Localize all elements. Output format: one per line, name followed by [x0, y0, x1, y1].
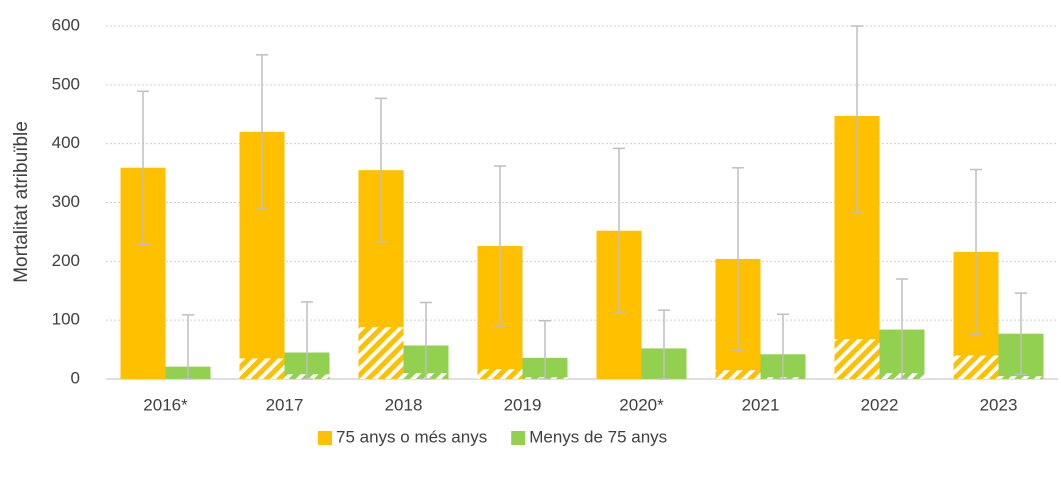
hatched-bar	[477, 368, 523, 379]
y-tick-label: 400	[52, 133, 80, 152]
y-tick-label: 300	[52, 192, 80, 211]
x-tick-label: 2017	[266, 395, 304, 414]
hatched-bar	[239, 358, 285, 379]
x-tick-label: 2019	[504, 395, 542, 414]
hatched-bar	[953, 355, 999, 379]
y-tick-label: 100	[52, 310, 80, 329]
y-tick-label: 0	[71, 368, 80, 387]
x-tick-label: 2018	[385, 395, 423, 414]
y-tick-label: 500	[52, 74, 80, 93]
legend-swatch	[511, 431, 526, 445]
hatched-bar	[998, 376, 1044, 379]
y-tick-label: 200	[52, 251, 80, 270]
y-tick-label: 600	[52, 15, 80, 34]
hatched-bar	[715, 370, 761, 379]
x-tick-label: 2016*	[143, 395, 188, 414]
legend-label: 75 anys o més anys	[336, 427, 487, 446]
legend-swatch	[318, 431, 332, 445]
x-tick-label: 2022	[861, 395, 899, 414]
hatched-bar	[358, 327, 404, 379]
hatched-bar	[834, 338, 880, 379]
x-tick-label: 2020*	[619, 395, 664, 414]
y-axis-title: Mortalitat atribuïble	[11, 121, 32, 283]
legend-label: Menys de 75 anys	[529, 427, 667, 446]
x-tick-label: 2023	[980, 395, 1018, 414]
x-tick-label: 2021	[742, 395, 780, 414]
